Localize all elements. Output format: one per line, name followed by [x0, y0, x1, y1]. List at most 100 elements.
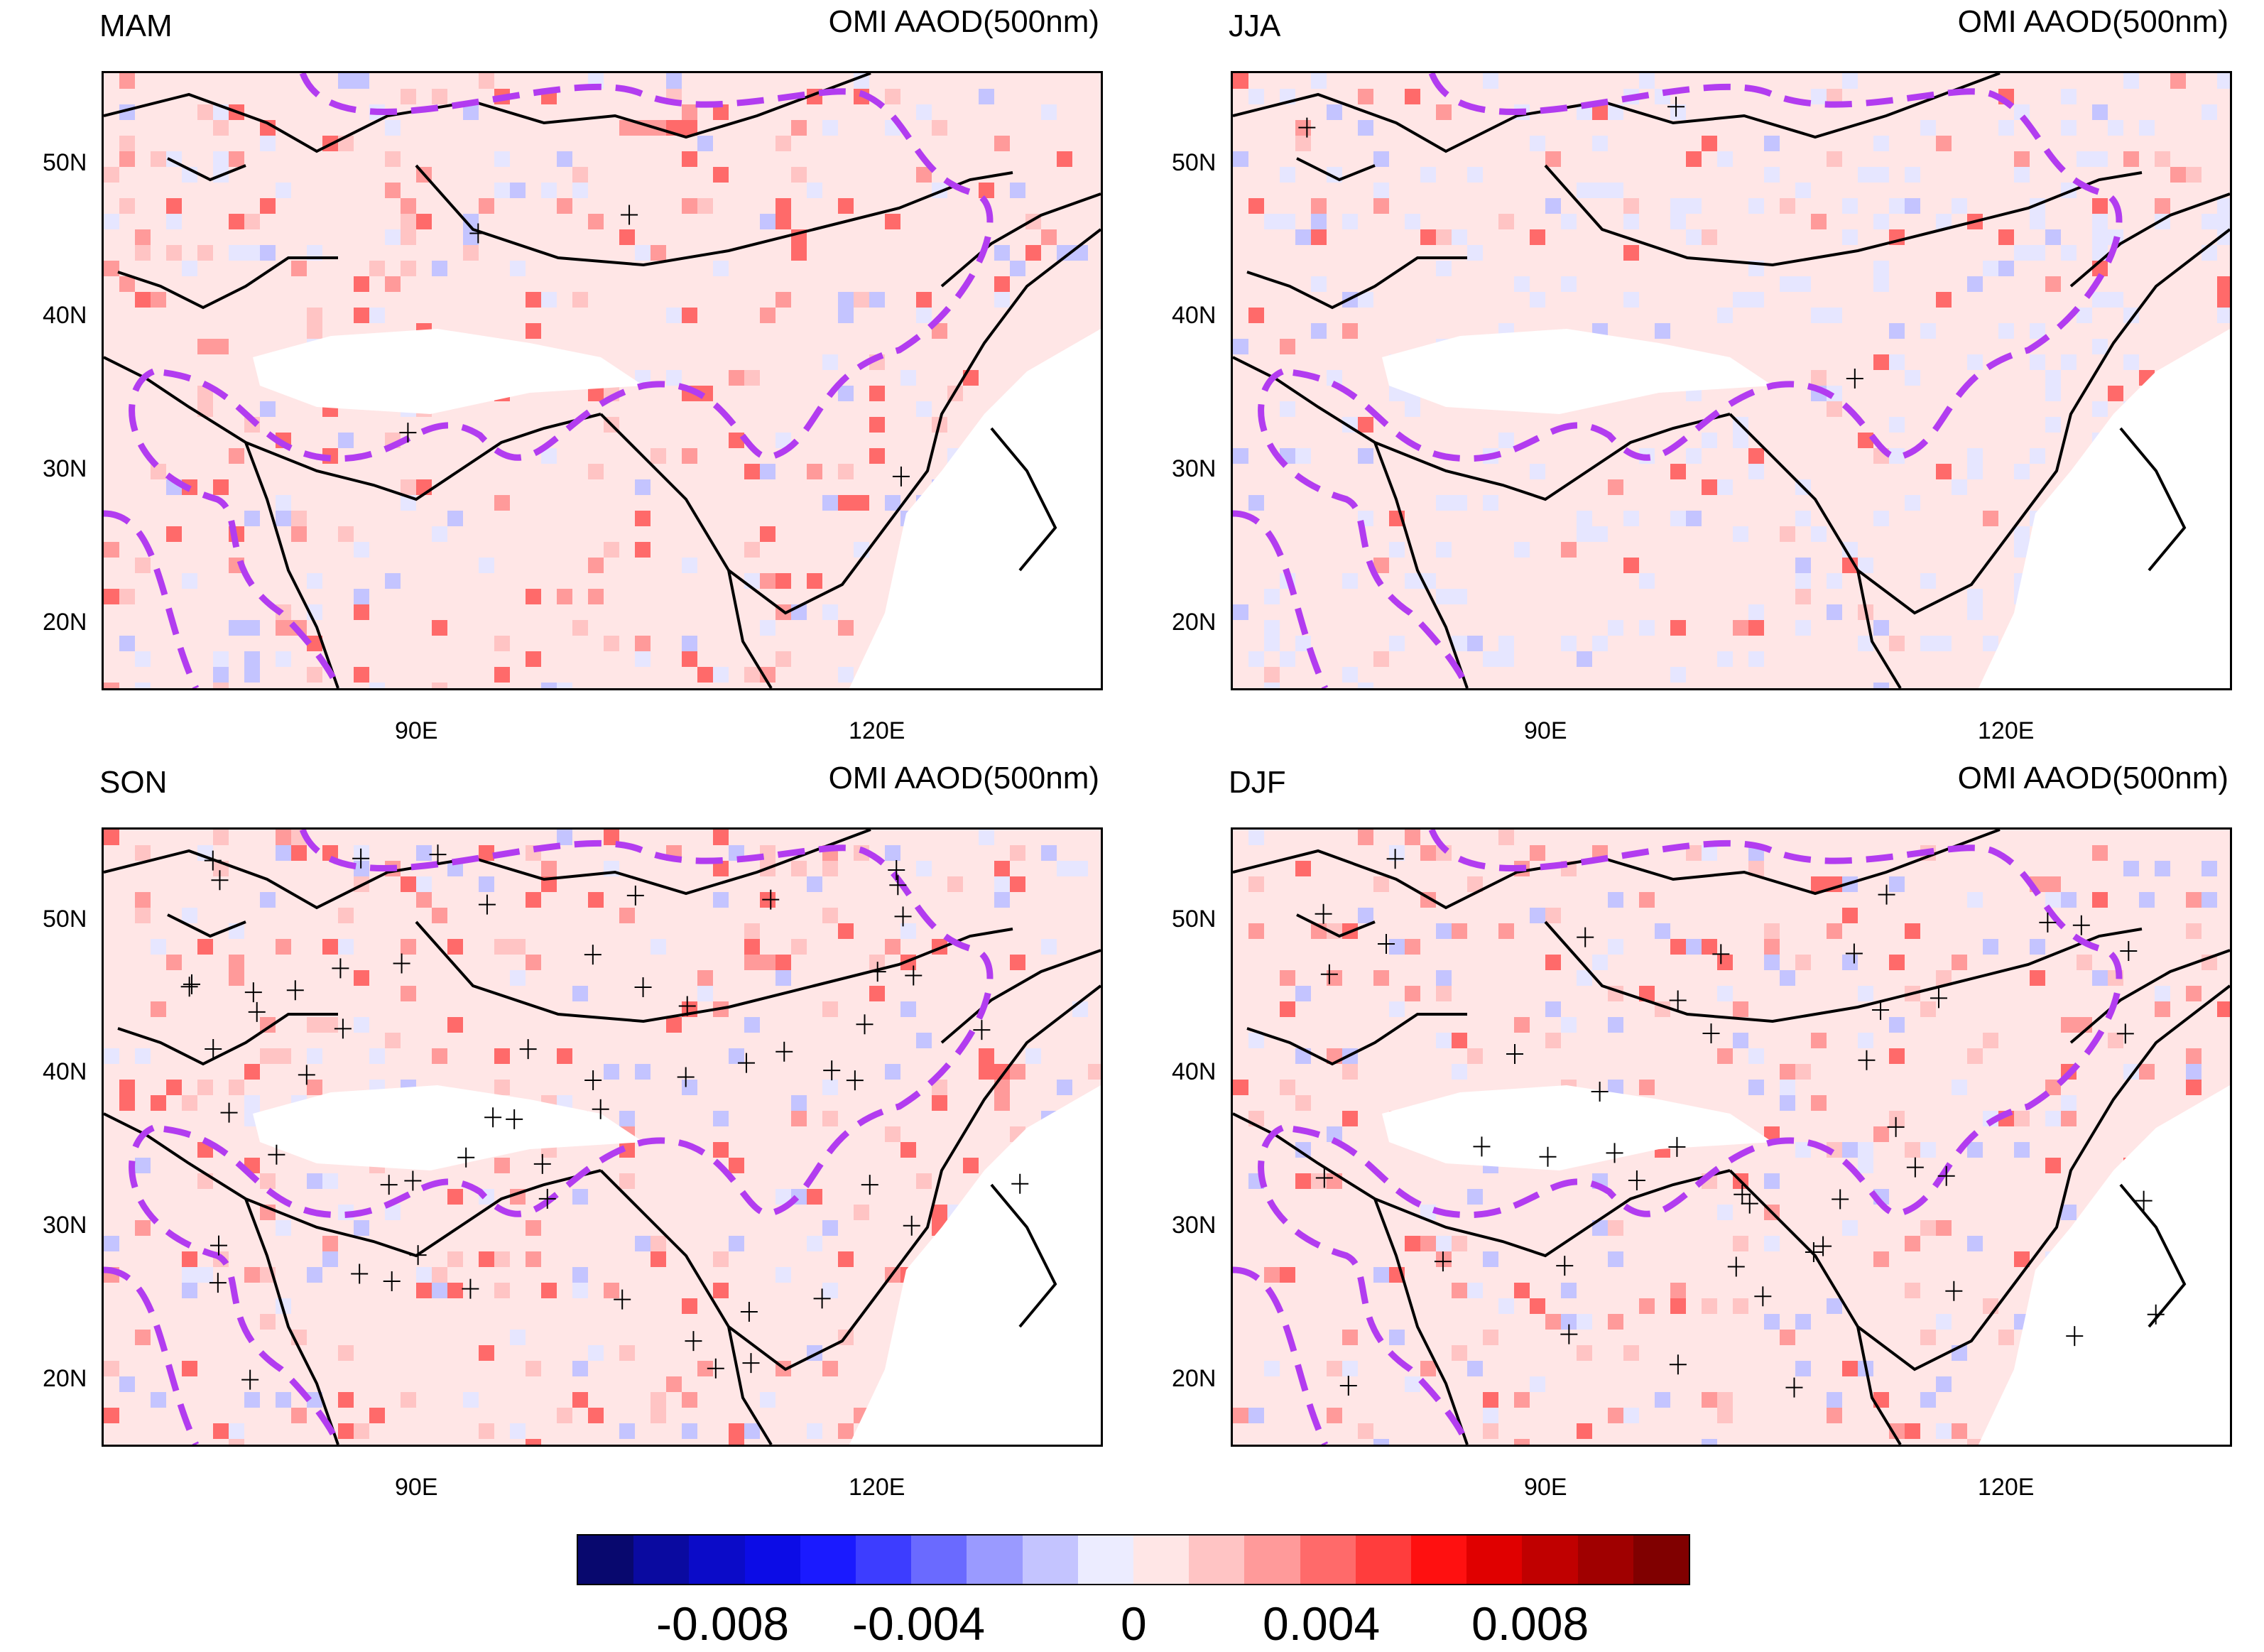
country-border: [1856, 570, 1902, 688]
anomaly-cell: [1436, 104, 1452, 120]
anomaly-cell: [1639, 73, 1655, 89]
significance-marker: [409, 1245, 427, 1266]
anomaly-cell: [1748, 1080, 1764, 1095]
anomaly-cell: [1072, 1001, 1088, 1017]
anomaly-cell: [307, 308, 322, 323]
anomaly-cell: [1733, 433, 1748, 448]
significance-marker: [1741, 1193, 1758, 1214]
anomaly-cell: [1811, 308, 1827, 323]
anomaly-cell: [1952, 955, 1967, 970]
anomaly-cell: [1436, 1251, 1452, 1267]
anomaly-cell: [729, 1048, 744, 1064]
anomaly-cell: [526, 651, 541, 667]
anomaly-cell: [1827, 401, 1842, 417]
anomaly-cell: [1373, 183, 1389, 198]
anomaly-cell: [1311, 323, 1327, 339]
anomaly-cell: [838, 198, 854, 214]
anomaly-cell: [932, 1080, 947, 1095]
anomaly-cell: [104, 1408, 119, 1423]
anomaly-cell: [1608, 1314, 1623, 1330]
anomaly-cell: [1717, 151, 1733, 167]
anomaly-cell: [1936, 1314, 1952, 1330]
longitude-label: 90E: [395, 1474, 438, 1501]
anomaly-cell: [1577, 970, 1592, 986]
anomaly-cell: [916, 1033, 932, 1048]
anomaly-cell: [947, 876, 963, 892]
significance-marker: [383, 1271, 401, 1291]
anomaly-cell: [526, 1220, 541, 1236]
anomaly-cell: [744, 1423, 760, 1439]
colorbar-swatch: [1133, 1536, 1190, 1584]
anomaly-cell: [401, 214, 416, 229]
anomaly-cell: [1873, 214, 1889, 229]
anomaly-cell: [1436, 970, 1452, 986]
colorbar-tick-label: -0.008: [656, 1597, 790, 1650]
longitude-label: 120E: [849, 1474, 905, 1501]
anomaly-cell: [822, 292, 838, 308]
anomaly-cell: [385, 573, 401, 589]
anomaly-cell: [1280, 339, 1295, 354]
anomaly-cell: [1967, 604, 1983, 620]
country-border: [1373, 442, 1469, 688]
anomaly-cell: [1545, 1314, 1561, 1330]
significance-marker: [1845, 943, 1863, 964]
anomaly-cell: [1623, 558, 1639, 573]
anomaly-cell: [1905, 1142, 1920, 1158]
anomaly-cell: [1561, 214, 1577, 229]
country-border: [1233, 356, 1731, 501]
significance-marker: [1315, 903, 1332, 924]
anomaly-cell: [229, 448, 244, 464]
anomaly-cell: [385, 1423, 401, 1439]
anomaly-cell: [2061, 892, 2077, 908]
anomaly-cell: [775, 970, 791, 986]
anomaly-cell: [1608, 1408, 1623, 1423]
anomaly-cell: [2045, 1080, 2061, 1095]
anomaly-cell: [963, 89, 979, 104]
anomaly-cell: [822, 1220, 838, 1236]
anomaly-cell: [307, 1080, 322, 1095]
anomaly-cell: [1733, 292, 1748, 308]
anomaly-cell: [182, 876, 197, 892]
anomaly-cell: [401, 89, 416, 104]
anomaly-cell: [2123, 1064, 2139, 1080]
anomaly-cell: [276, 830, 291, 845]
region-boundary: [104, 510, 200, 688]
significance-marker: [813, 1288, 831, 1309]
anomaly-cell: [541, 183, 557, 198]
significance-marker: [1906, 1157, 1924, 1178]
anomaly-cell: [1795, 1142, 1811, 1158]
anomaly-cell: [260, 401, 276, 417]
anomaly-cell: [807, 876, 822, 892]
anomaly-cell: [291, 261, 307, 276]
anomaly-cell: [1748, 861, 1764, 876]
anomaly-cell: [838, 667, 854, 683]
anomaly-cell: [729, 1158, 744, 1173]
anomaly-cell: [1827, 604, 1842, 620]
anomaly-cell: [1998, 229, 2014, 245]
significance-marker: [1377, 934, 1395, 955]
anomaly-cell: [2155, 151, 2170, 167]
anomaly-cell: [1873, 1251, 1889, 1267]
anomaly-cell: [1041, 104, 1057, 120]
anomaly-cell: [1670, 939, 1686, 955]
anomaly-cell: [1952, 1423, 1967, 1439]
anomaly-cell: [213, 651, 229, 667]
anomaly-cell: [526, 892, 541, 908]
anomaly-cell: [1639, 620, 1655, 636]
anomaly-cell: [260, 1314, 276, 1330]
anomaly-cell: [916, 183, 932, 198]
anomaly-cell: [1686, 448, 1702, 464]
anomaly-cell: [1561, 1048, 1577, 1064]
anomaly-cell: [2061, 89, 2077, 104]
anomaly-cell: [1733, 1001, 1748, 1017]
anomaly-cell: [1639, 1080, 1655, 1095]
anomaly-cell: [1889, 636, 1905, 651]
anomaly-cell: [1295, 136, 1311, 151]
anomaly-cell: [1057, 151, 1072, 167]
significance-marker: [204, 850, 222, 871]
anomaly-cell: [182, 908, 197, 923]
significance-marker: [1556, 1256, 1574, 1276]
anomaly-cell: [807, 1376, 822, 1392]
anomaly-cell: [401, 261, 416, 276]
anomaly-cell: [526, 1408, 541, 1423]
